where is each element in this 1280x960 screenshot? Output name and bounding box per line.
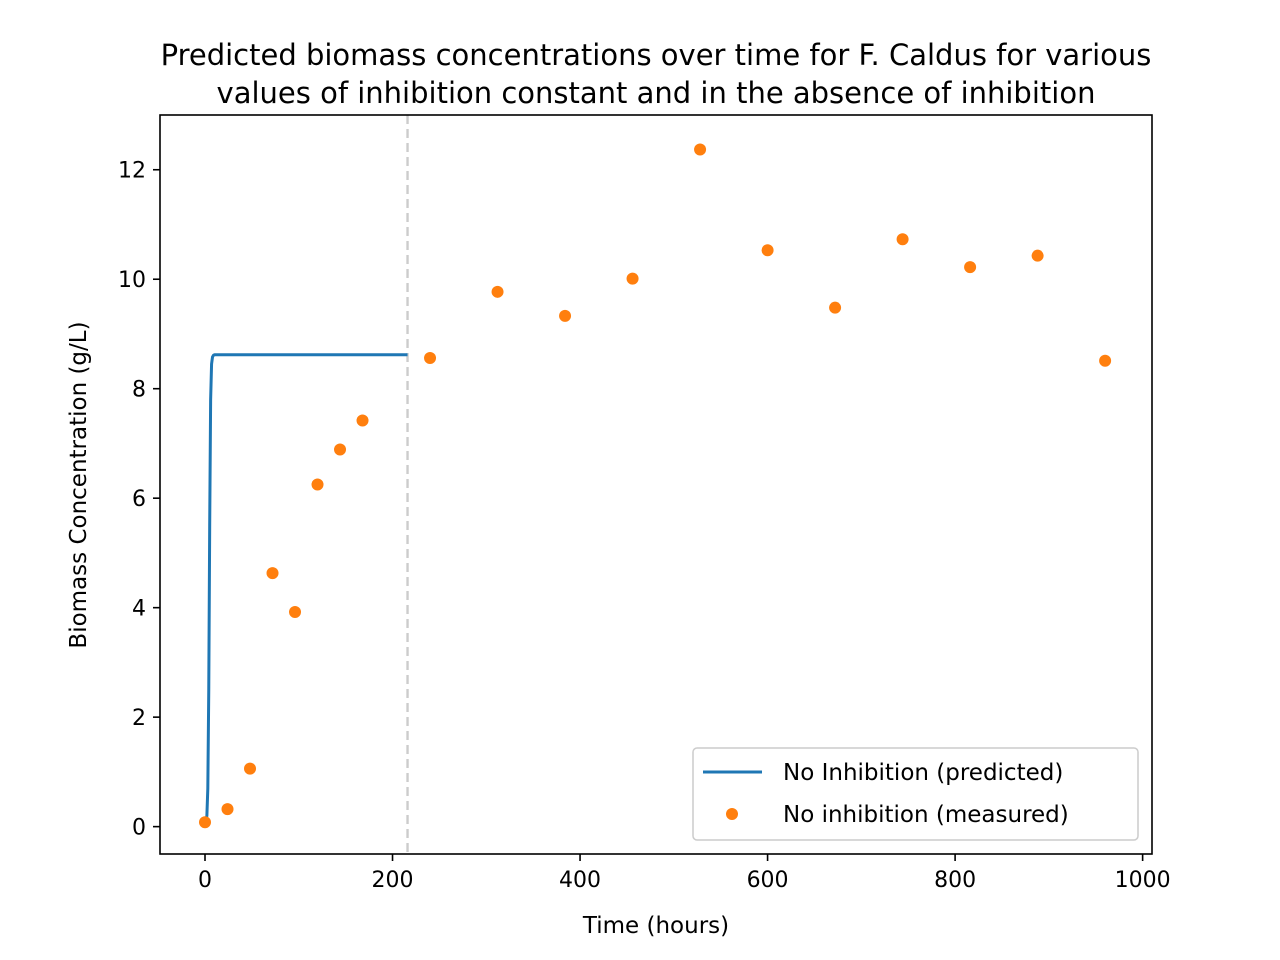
- data-point-measured: [289, 606, 302, 619]
- x-tick-label: 600: [747, 868, 789, 893]
- data-point-measured: [626, 272, 639, 285]
- data-point-measured: [334, 443, 347, 456]
- x-axis-label: Time (hours): [582, 913, 729, 939]
- data-point-measured: [694, 143, 707, 156]
- legend: No Inhibition (predicted) No inhibition …: [692, 747, 1139, 841]
- data-point-measured: [761, 244, 774, 257]
- y-tick-label: 12: [118, 159, 146, 184]
- data-point-measured: [1031, 249, 1044, 262]
- data-point-measured: [424, 352, 437, 365]
- y-tick-label: 10: [118, 268, 146, 293]
- chart-title-line-1: Predicted biomass concentrations over ti…: [161, 38, 1152, 72]
- plot-area: [199, 115, 1112, 854]
- data-point-measured: [491, 285, 504, 298]
- data-point-measured: [266, 567, 279, 580]
- data-point-measured: [1099, 354, 1112, 367]
- data-point-measured: [356, 414, 369, 427]
- legend-label-predicted: No Inhibition (predicted): [783, 760, 1063, 786]
- y-tick-label: 4: [132, 597, 146, 622]
- legend-label-measured: No inhibition (measured): [783, 802, 1069, 828]
- chart-title-line-2: values of inhibition constant and in the…: [217, 76, 1096, 110]
- y-tick-label: 2: [132, 706, 146, 731]
- data-point-measured: [311, 478, 324, 491]
- data-point-measured: [896, 233, 909, 246]
- x-tick-label: 1000: [1115, 868, 1171, 893]
- legend-box: [692, 747, 1139, 841]
- data-point-measured: [199, 816, 212, 829]
- data-point-measured: [964, 261, 977, 274]
- data-point-measured: [244, 762, 257, 775]
- series-line-predicted: [203, 353, 408, 824]
- x-tick-label: 800: [934, 868, 976, 893]
- x-tick-label: 400: [559, 868, 601, 893]
- axis-ticks: 0 200 400 600 800 1000 0 2 4 6 8 10 12: [118, 159, 1171, 893]
- plot-frame: [159, 114, 1153, 855]
- legend-marker-swatch: [726, 808, 738, 820]
- y-tick-label: 0: [132, 816, 146, 841]
- y-axis-label: Biomass Concentration (g/L): [66, 321, 92, 648]
- data-point-measured: [221, 803, 234, 816]
- data-point-measured: [559, 309, 572, 322]
- y-tick-label: 6: [132, 487, 146, 512]
- x-tick-label: 200: [372, 868, 414, 893]
- x-tick-label: 0: [198, 868, 212, 893]
- y-tick-label: 8: [132, 378, 146, 403]
- data-point-measured: [829, 301, 842, 314]
